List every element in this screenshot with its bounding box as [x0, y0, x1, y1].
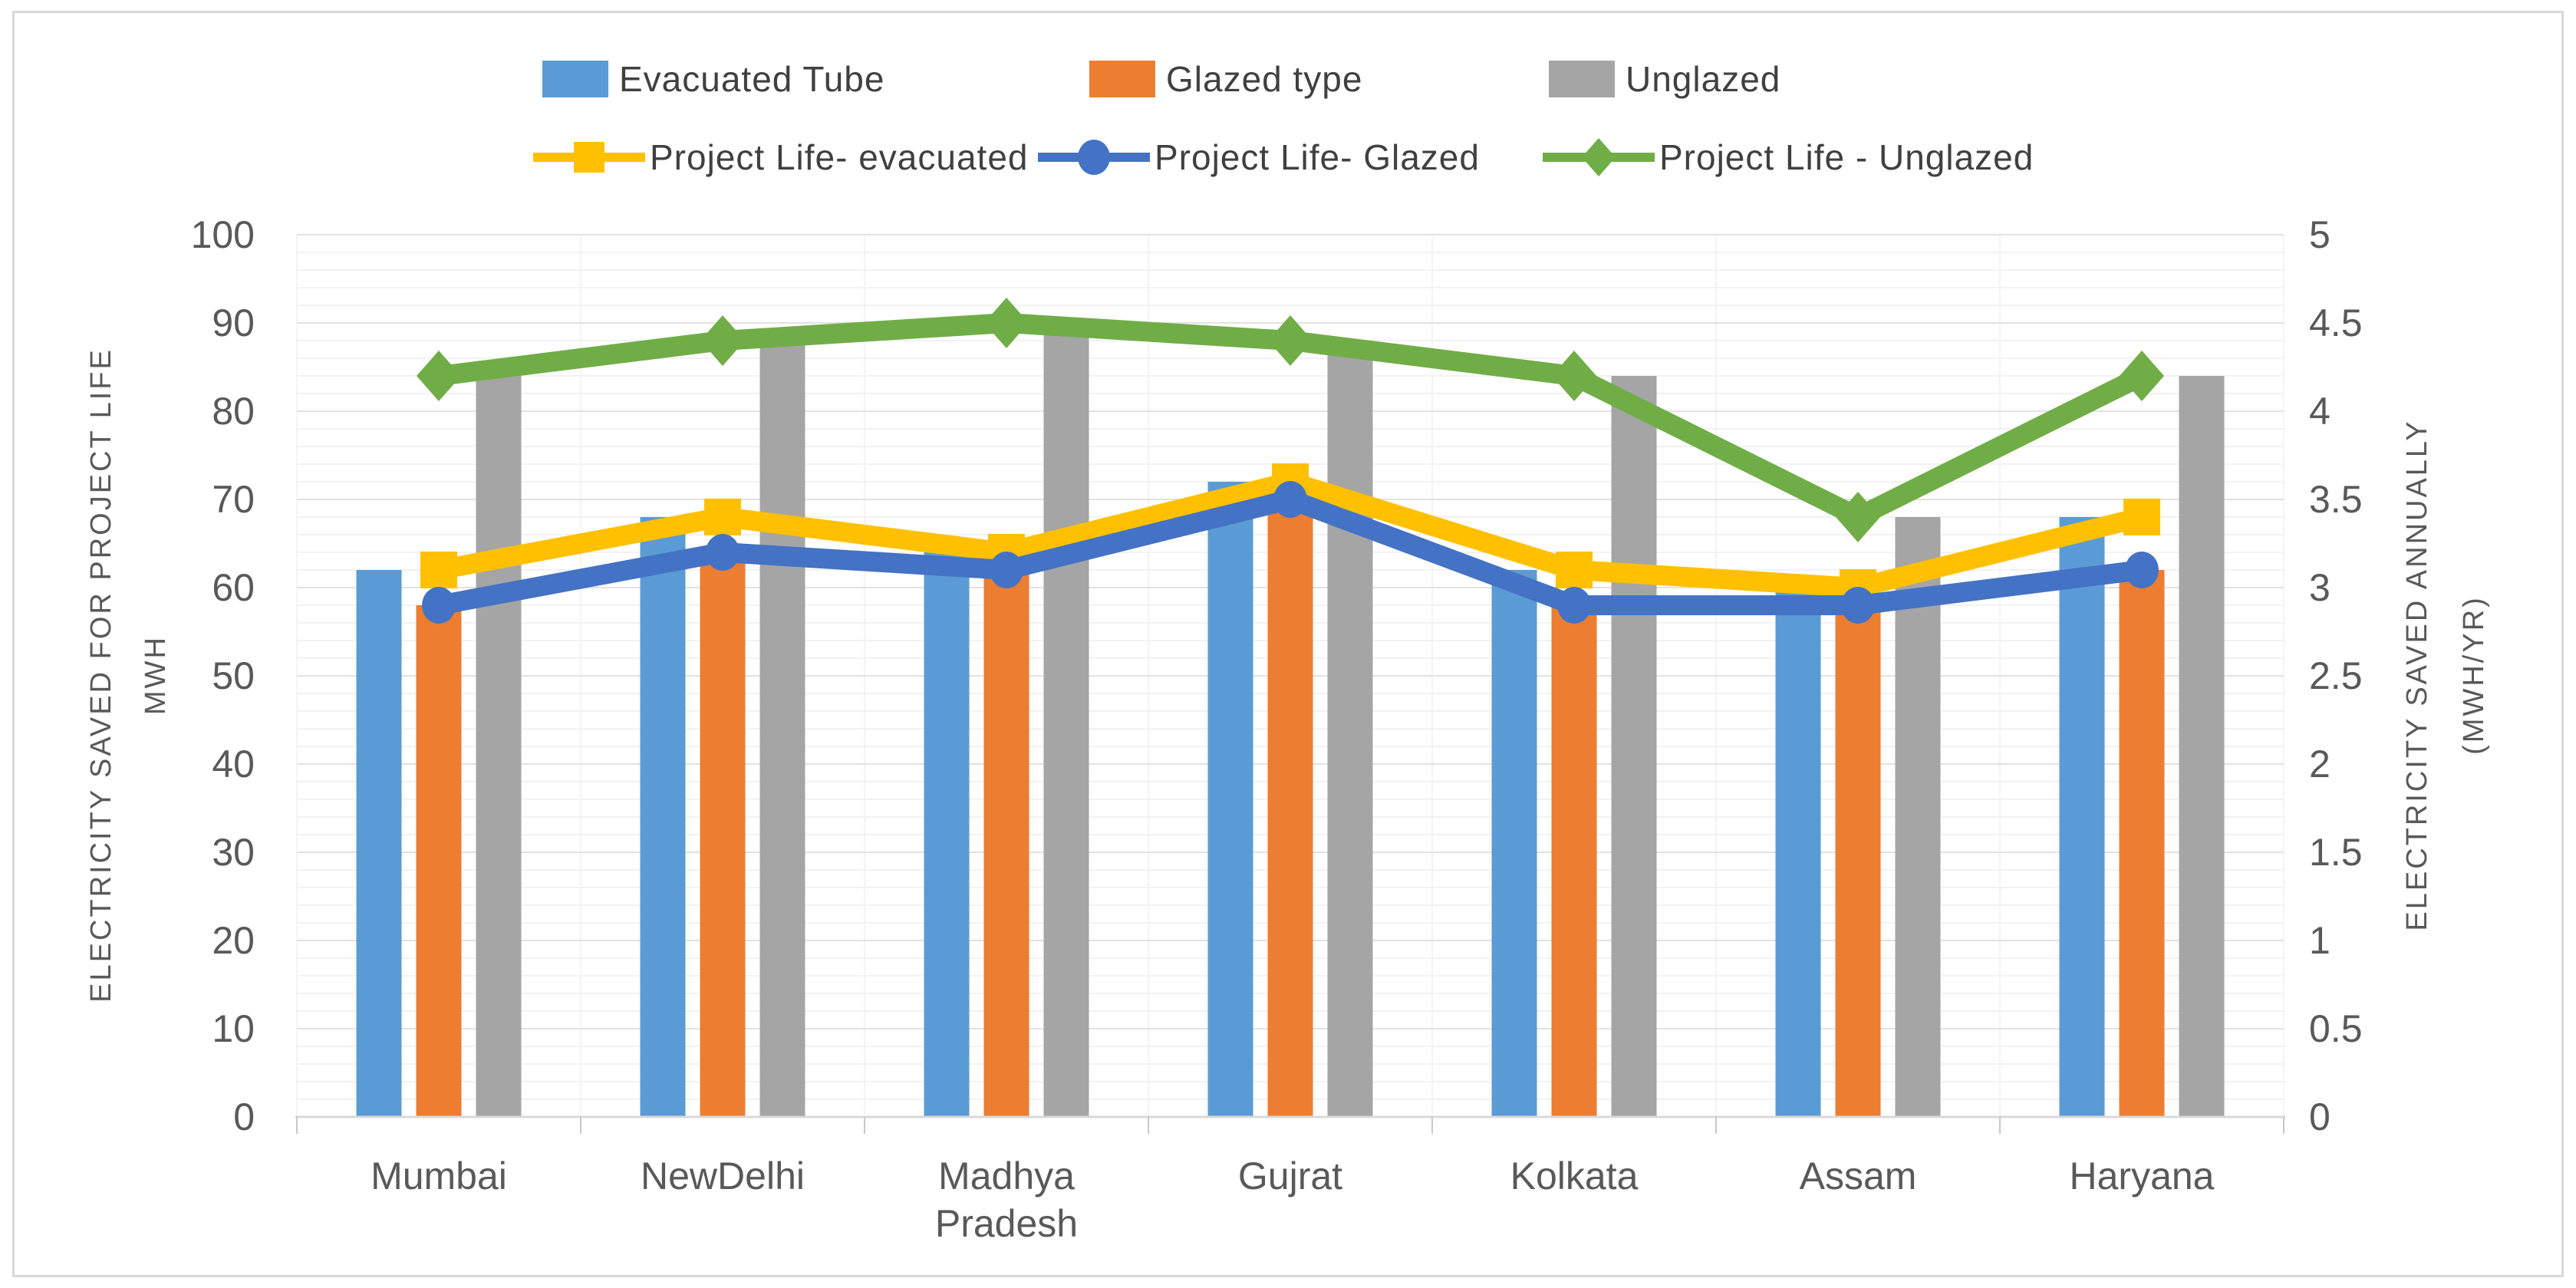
legend-swatch-unglazed: [1549, 61, 1615, 97]
legend-label: Glazed type: [1166, 59, 1363, 99]
bar-glazed-type: [416, 605, 462, 1117]
marker-project-life-evacuated: [1556, 552, 1593, 588]
x-axis-tick-label: Mumbai: [371, 1155, 507, 1197]
bar-unglazed: [759, 341, 805, 1117]
x-axis-tick-label: Gujrat: [1238, 1155, 1342, 1197]
bar-unglazed: [1043, 323, 1089, 1117]
right-axis-title-unit: (MWH/YR): [2458, 595, 2490, 755]
marker-project-life-evacuated: [2123, 499, 2160, 535]
marker-project-life-unglazed: [1552, 351, 1596, 401]
marker-project-life-unglazed: [984, 298, 1029, 348]
legend-line-swatch-project-life-glazed: [1038, 135, 1150, 180]
y-axis-tick-label: 50: [212, 654, 255, 697]
y2-axis-tick-label: 1.5: [2309, 831, 2363, 874]
bar-unglazed: [476, 376, 522, 1117]
legend-row-line-series: Project Life- evacuated Project Life- Gl…: [0, 135, 2576, 180]
y2-axis-tick-label: 4: [2309, 390, 2331, 433]
y2-axis-tick-label: 3: [2309, 566, 2331, 609]
y2-axis-tick-label: 5: [2309, 213, 2331, 256]
marker-project-life-unglazed: [1836, 492, 1880, 542]
y-axis-tick-label: 80: [212, 390, 255, 433]
y-axis-tick-label: 40: [212, 743, 255, 786]
legend-item-project-life-unglazed: Project Life - Unglazed: [1543, 135, 2034, 180]
y-axis-tick-label: 60: [212, 566, 255, 609]
bar-glazed-type: [983, 570, 1029, 1117]
bar-glazed-type: [2119, 570, 2165, 1117]
legend-label: Unglazed: [1626, 59, 1781, 99]
y-axis-tick-label: 70: [212, 478, 255, 521]
bar-evacuated-tube: [2059, 517, 2105, 1117]
legend-swatch-evacuated-tube: [542, 61, 608, 97]
y2-axis-tick-label: 0: [2309, 1095, 2331, 1138]
marker-project-life-evacuated: [704, 499, 741, 535]
legend-item-project-life-glazed: Project Life- Glazed: [1038, 135, 1480, 180]
x-axis-tick-label: Assam: [1800, 1155, 1917, 1197]
legend-item-evacuated-tube: Evacuated Tube: [542, 57, 884, 101]
left-axis-title: ELECTRICITY SAVED FOR PROJECT LIFE: [85, 348, 117, 1003]
bar-evacuated-tube: [924, 552, 970, 1117]
marker-project-life-glazed: [990, 552, 1023, 588]
bar-glazed-type: [1267, 499, 1313, 1117]
legend-line-swatch-project-life-evacuated: [533, 135, 645, 180]
marker-project-life-unglazed: [700, 315, 745, 366]
marker-project-life-unglazed: [2120, 351, 2164, 401]
marker-project-life-glazed: [422, 587, 456, 624]
bar-glazed-type: [700, 552, 746, 1117]
legend-label: Evacuated Tube: [619, 59, 885, 99]
marker-project-life-glazed: [1841, 587, 1875, 624]
bar-evacuated-tube: [1491, 570, 1537, 1117]
legend-label: Project Life- Glazed: [1155, 137, 1480, 177]
legend-item-unglazed: Unglazed: [1549, 57, 1780, 101]
legend-label: Project Life - Unglazed: [1659, 137, 2034, 177]
marker-project-life-unglazed: [1268, 315, 1313, 366]
bar-evacuated-tube: [1775, 588, 1821, 1117]
legend-item-glazed-type: Glazed type: [1089, 57, 1362, 101]
bar-evacuated-tube: [640, 517, 686, 1117]
legend-row-bar-series: Evacuated Tube Glazed type Unglazed: [0, 57, 2576, 101]
legend-item-project-life-evacuated: Project Life- evacuated: [533, 135, 1029, 180]
y-axis-tick-label: 20: [212, 919, 255, 962]
y2-axis-tick-label: 1: [2309, 919, 2331, 962]
marker-project-life-glazed: [2125, 552, 2159, 588]
marker-project-life-glazed: [1273, 481, 1307, 518]
y-axis-tick-label: 100: [191, 213, 255, 256]
marker-project-life-glazed: [1557, 587, 1591, 624]
y2-axis-tick-label: 2: [2309, 743, 2331, 786]
y-axis-tick-label: 30: [212, 831, 255, 874]
bar-unglazed: [1895, 517, 1941, 1117]
y-axis-tick-label: 0: [233, 1095, 255, 1138]
bar-glazed-type: [1551, 605, 1597, 1117]
legend-label: Project Life- evacuated: [650, 137, 1029, 177]
y2-axis-tick-label: 0.5: [2309, 1007, 2363, 1050]
x-axis-tick-label: Madhya Pradesh: [935, 1155, 1078, 1245]
bar-glazed-type: [1835, 605, 1881, 1117]
y2-axis-tick-label: 4.5: [2309, 301, 2363, 344]
bar-evacuated-tube: [356, 570, 402, 1117]
left-axis-title-unit: MWH: [140, 635, 172, 715]
legend-swatch-glazed-type: [1089, 61, 1155, 97]
y-axis-tick-label: 90: [212, 301, 255, 344]
bar-evacuated-tube: [1207, 482, 1253, 1117]
bar-unglazed: [2179, 376, 2225, 1117]
right-axis-title: ELECTRICITY SAVED ANNUALLY: [2401, 419, 2433, 931]
bar-unglazed: [1327, 341, 1373, 1117]
x-axis-tick-label: Haryana: [2070, 1155, 2215, 1197]
y2-axis-tick-label: 2.5: [2309, 654, 2363, 697]
y-axis-tick-label: 10: [212, 1007, 255, 1050]
x-axis-tick-label: NewDelhi: [641, 1155, 805, 1197]
marker-project-life-glazed: [706, 534, 740, 571]
x-axis-tick-label: Kolkata: [1510, 1155, 1639, 1197]
legend-line-swatch-project-life-unglazed: [1543, 135, 1655, 180]
marker-project-life-evacuated: [420, 552, 457, 588]
y2-axis-tick-label: 3.5: [2309, 478, 2363, 521]
bar-unglazed: [1611, 376, 1657, 1117]
marker-project-life-unglazed: [417, 351, 461, 401]
